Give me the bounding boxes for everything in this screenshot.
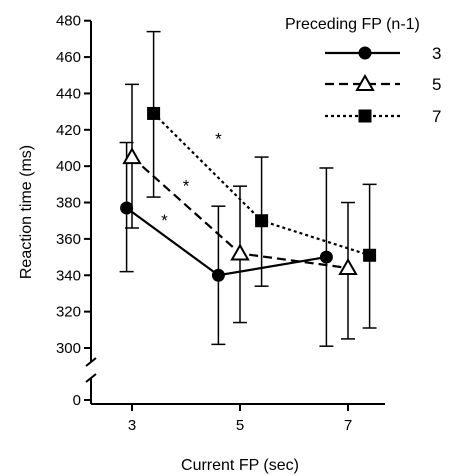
data-point-series-7 — [147, 106, 161, 120]
data-point-series-7 — [255, 214, 269, 228]
significance-marker: * — [183, 177, 190, 196]
x-axis-title: Current FP (sec) — [181, 457, 299, 474]
significance-marker: * — [161, 211, 168, 230]
significance-marker: * — [215, 129, 222, 148]
legend-marker-3 — [358, 46, 372, 60]
legend-label-7: 7 — [432, 107, 441, 126]
axes: 300 320 340 360 380 400 420 440 460 480 0 3 5 7 — [56, 13, 385, 434]
data-point-series-7 — [363, 248, 377, 262]
legend: Preceding FP (n-1) 3 5 7 — [285, 16, 441, 126]
data-point-series-5 — [230, 243, 250, 261]
y-tick-label: 360 — [56, 231, 81, 248]
y-tick-label: 440 — [56, 85, 81, 102]
y-axis-title: Reaction time (ms) — [18, 145, 35, 279]
axis-break-mark — [85, 373, 97, 383]
y-tick-label: 380 — [56, 195, 81, 212]
y-tick-label: 0 — [73, 392, 81, 409]
y-tick-label: 480 — [56, 13, 81, 30]
data-point-series-3 — [120, 201, 134, 215]
legend-label-3: 3 — [432, 44, 441, 63]
y-tick-label: 460 — [56, 49, 81, 66]
error-bars — [119, 30, 377, 347]
legend-label-5: 5 — [432, 75, 441, 94]
y-tick-label: 400 — [56, 158, 81, 175]
data-point-series-5 — [122, 147, 142, 165]
y-tick-label: 340 — [56, 267, 81, 284]
series-lines — [125, 112, 370, 277]
annotations: * * * — [161, 129, 222, 230]
y-tick-label: 300 — [56, 340, 81, 357]
data-point-series-5 — [338, 257, 358, 275]
y-tick-label: 320 — [56, 304, 81, 321]
legend-marker-7 — [358, 109, 372, 123]
data-point-series-3 — [211, 268, 225, 282]
y-tick-label: 420 — [56, 122, 81, 139]
axis-break-mark — [85, 357, 97, 367]
series-markers — [120, 106, 377, 282]
x-tick-label: 5 — [236, 417, 244, 434]
data-point-series-3 — [319, 250, 333, 264]
legend-title: Preceding FP (n-1) — [285, 16, 420, 33]
legend-marker-5 — [355, 73, 375, 91]
x-tick-label: 7 — [344, 417, 352, 434]
x-tick-label: 3 — [128, 417, 136, 434]
